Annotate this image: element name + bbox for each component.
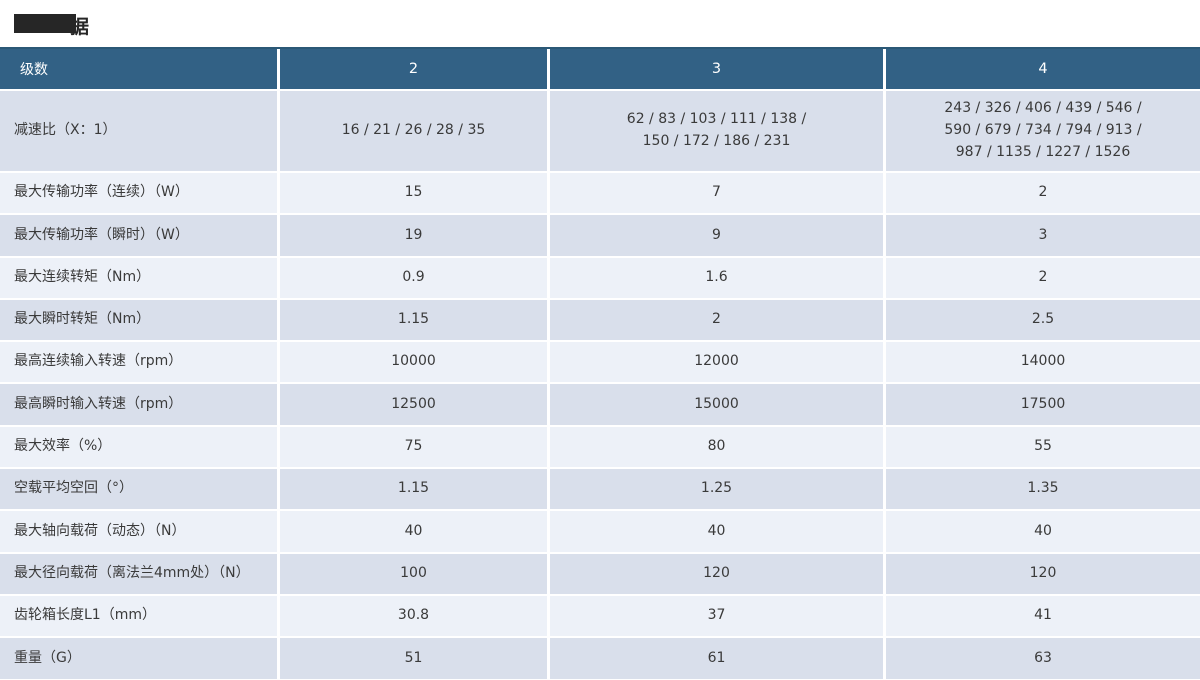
table-header-row: 级数 2 3 4	[0, 47, 1200, 89]
header-stage-2: 2	[280, 49, 547, 89]
row-value: 30.8	[280, 595, 547, 637]
row-value: 14000	[886, 342, 1200, 383]
row-value: 1.6	[550, 257, 883, 298]
header-stages: 级数	[0, 49, 277, 89]
table-row: 减速比（X：1） 16 / 21 / 26 / 28 / 35 62 / 83 / …	[0, 91, 1200, 171]
row-label: 齿轮箱长度L1（mm）	[0, 595, 277, 637]
row-value: 2	[886, 173, 1200, 214]
row-value: 1.35	[886, 469, 1200, 510]
row-value: 3	[886, 215, 1200, 256]
row-value: 243 / 326 / 406 / 439 / 546 / 590 / 679 …	[886, 91, 1200, 171]
row-value: 12000	[550, 342, 883, 383]
row-value: 40	[550, 511, 883, 552]
header-stage-4: 4	[886, 49, 1200, 89]
row-value: 15	[280, 173, 547, 214]
row-label: 减速比（X：1）	[0, 91, 277, 171]
table-row: 最大轴向载荷（动态）（N） 40 40 40	[0, 511, 1200, 552]
row-value: 40	[886, 511, 1200, 552]
spec-table: 级数 2 3 4 减速比（X：1） 16 / 21 / 26 / 28 / 35 6…	[0, 47, 1200, 679]
row-value: 51	[280, 638, 547, 679]
table-row: 最大效率（%） 75 80 55	[0, 426, 1200, 468]
page-title: 据	[14, 12, 174, 38]
table-row: 齿轮箱长度L1（mm） 30.8 37 41	[0, 595, 1200, 637]
row-value: 16 / 21 / 26 / 28 / 35	[280, 91, 547, 171]
row-value: 17500	[886, 384, 1200, 425]
row-label: 重量（G）	[0, 638, 277, 679]
row-value: 75	[280, 426, 547, 468]
row-value: 9	[550, 215, 883, 256]
row-value: 120	[550, 553, 883, 594]
row-value: 55	[886, 426, 1200, 468]
row-label: 空载平均空回（°）	[0, 469, 277, 510]
row-value: 19	[280, 215, 547, 256]
table-row: 最大传输功率（瞬时）（W） 19 9 3	[0, 215, 1200, 256]
table-body: 减速比（X：1） 16 / 21 / 26 / 28 / 35 62 / 83 / …	[0, 91, 1200, 679]
page: 据 级数 2 3 4 减速比（X：1） 16 / 21 / 26 / 28 / 3…	[0, 12, 1200, 679]
row-value: 41	[886, 595, 1200, 637]
row-value: 2.5	[886, 299, 1200, 341]
row-value: 61	[550, 638, 883, 679]
row-label: 最大瞬时转矩（Nm）	[0, 299, 277, 341]
row-value: 37	[550, 595, 883, 637]
row-label: 最大径向载荷（离法兰4mm处）（N）	[0, 553, 277, 594]
row-value: 62 / 83 / 103 / 111 / 138 / 150 / 172 / …	[550, 91, 883, 171]
table-row: 最大连续转矩（Nm） 0.9 1.6 2	[0, 257, 1200, 298]
row-label: 最大传输功率（瞬时）（W）	[0, 215, 277, 256]
table-row: 最大瞬时转矩（Nm） 1.15 2 2.5	[0, 299, 1200, 341]
row-label: 最大轴向载荷（动态）（N）	[0, 511, 277, 552]
row-value: 10000	[280, 342, 547, 383]
row-label: 最大连续转矩（Nm）	[0, 257, 277, 298]
header-stage-3: 3	[550, 49, 883, 89]
row-value: 63	[886, 638, 1200, 679]
row-value: 40	[280, 511, 547, 552]
redaction-box	[14, 14, 76, 33]
row-value: 7	[550, 173, 883, 214]
row-value: 1.15	[280, 299, 547, 341]
row-value: 12500	[280, 384, 547, 425]
table-row: 重量（G） 51 61 63	[0, 638, 1200, 679]
row-label: 最高瞬时输入转速（rpm）	[0, 384, 277, 425]
row-value: 2	[886, 257, 1200, 298]
table-row: 最大径向载荷（离法兰4mm处）（N） 100 120 120	[0, 553, 1200, 594]
row-value: 15000	[550, 384, 883, 425]
row-label: 最大传输功率（连续）（W）	[0, 173, 277, 214]
row-label: 最高连续输入转速（rpm）	[0, 342, 277, 383]
table-row: 最高瞬时输入转速（rpm） 12500 15000 17500	[0, 384, 1200, 425]
table-row: 最高连续输入转速（rpm） 10000 12000 14000	[0, 342, 1200, 383]
table-row: 最大传输功率（连续）（W） 15 7 2	[0, 173, 1200, 214]
row-value: 0.9	[280, 257, 547, 298]
row-value: 100	[280, 553, 547, 594]
row-value: 1.15	[280, 469, 547, 510]
table-row: 空载平均空回（°） 1.15 1.25 1.35	[0, 469, 1200, 510]
row-value: 2	[550, 299, 883, 341]
row-value: 1.25	[550, 469, 883, 510]
row-value: 120	[886, 553, 1200, 594]
row-value: 80	[550, 426, 883, 468]
row-label: 最大效率（%）	[0, 426, 277, 468]
